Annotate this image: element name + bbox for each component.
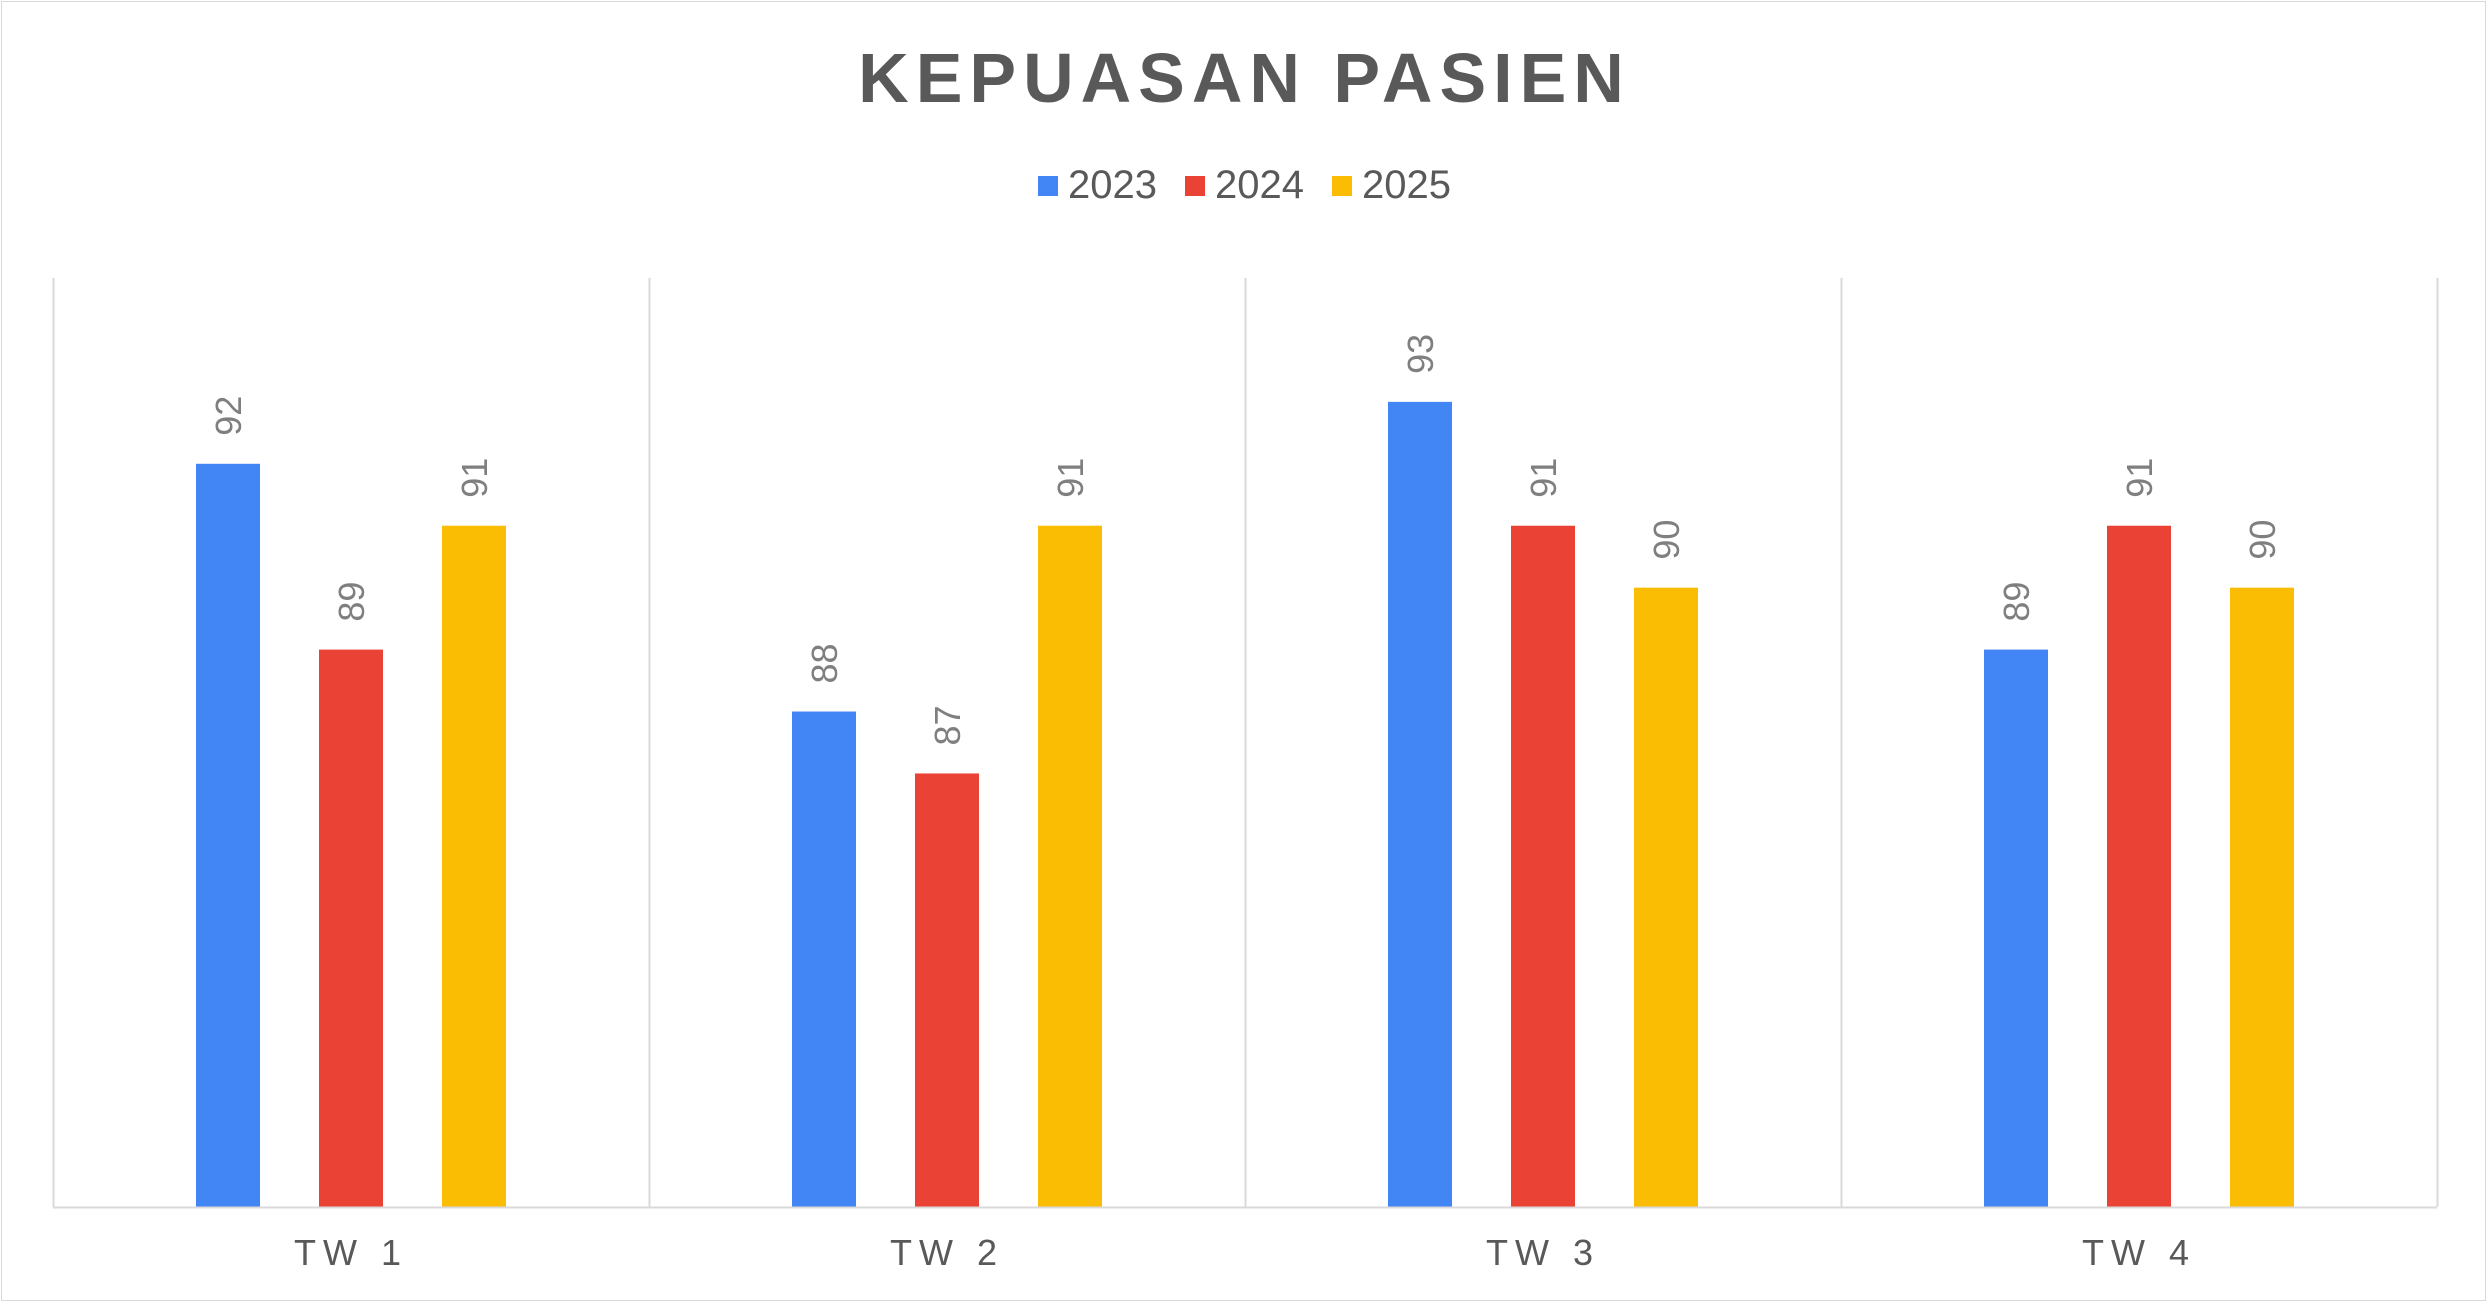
data-label: 89 [331,582,372,622]
data-label: 91 [454,458,495,498]
bar-2023-tw2 [792,711,856,1207]
bar-2025-tw3 [1634,587,1698,1207]
data-label: 90 [1646,520,1687,560]
bar-2025-tw4 [2230,587,2294,1207]
bar-2023-tw3 [1388,401,1452,1207]
bar-2024-tw2 [915,773,979,1207]
data-label: 91 [1050,458,1091,498]
chart-title: KEPUASAN PASIEN [858,39,1631,117]
data-label: 87 [927,705,968,745]
bar-2023-tw1 [196,463,260,1207]
legend-label-2024: 2024 [1215,163,1304,207]
bar-2024-tw3 [1511,525,1575,1207]
bar-2024-tw4 [2107,525,2171,1207]
data-label: 91 [1523,458,1564,498]
bar-2023-tw4 [1984,649,2048,1207]
data-label: 93 [1400,334,1441,374]
x-tick-label: TW 2 [890,1232,1004,1273]
x-tick-label: TW 3 [1486,1232,1600,1273]
data-label: 91 [2119,458,2160,498]
bar-2025-tw1 [442,525,506,1207]
data-label: 88 [804,643,845,683]
legend-label-2025: 2025 [1361,163,1451,207]
legend-item-2025: 2025 [1331,163,1451,208]
bar-2024-tw1 [319,649,383,1207]
data-label: 90 [2242,520,2283,560]
legend-swatch-2024 [1185,175,1205,196]
legend: 2023 2024 2025 [0,163,2489,208]
x-tick-label: TW 1 [294,1232,408,1273]
x-tick-label: TW 4 [2082,1232,2196,1273]
legend-item-2024: 2024 [1185,163,1304,208]
legend-item-2023: 2023 [1038,163,1157,208]
legend-label-2023: 2023 [1068,163,1157,207]
legend-swatch-2025 [1331,175,1352,196]
bar-2025-tw2 [1038,525,1102,1207]
data-label: 92 [208,396,249,436]
legend-swatch-2023 [1038,175,1059,196]
data-label: 89 [1996,582,2037,622]
